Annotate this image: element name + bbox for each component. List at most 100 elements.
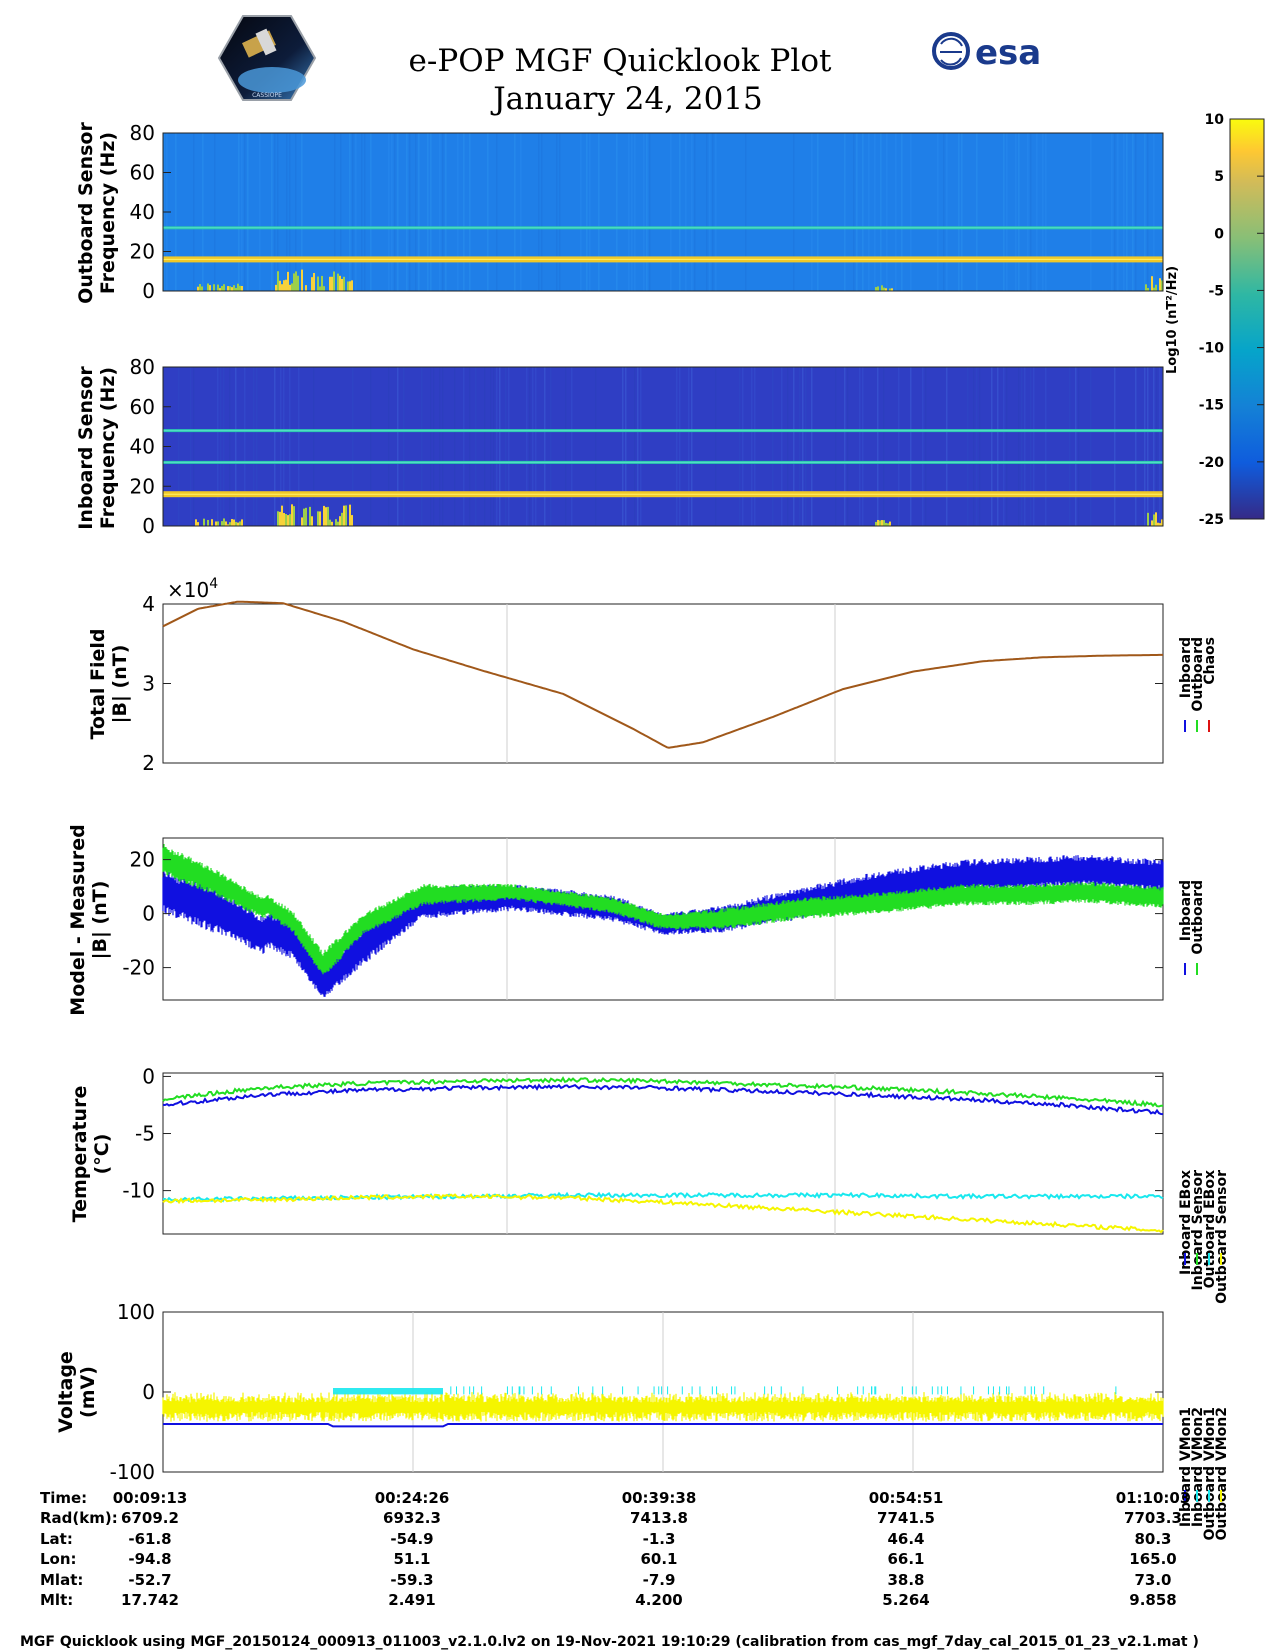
outboard-spectrogram-low-freq-burst xyxy=(889,288,891,291)
outboard-spectrogram-low-freq-burst xyxy=(329,276,331,291)
orbit-cell: 00:39:38 xyxy=(622,1489,697,1507)
outboard-spectrogram-texture-stripe xyxy=(469,133,471,291)
inboard-spectrogram-low-freq-burst xyxy=(277,511,279,526)
outboard-spectrogram-texture-stripe xyxy=(364,133,366,291)
inboard-spectrogram-texture-stripe xyxy=(637,367,639,526)
outboard-spectrogram-texture-stripe xyxy=(439,133,441,291)
inboard-spectrogram-ytick-label: 0 xyxy=(142,514,155,538)
inboard-spectrogram-low-freq-burst xyxy=(309,506,311,526)
inboard-spectrogram-low-freq-burst xyxy=(345,505,347,526)
esa-logo: esa xyxy=(932,32,1041,73)
inboard-spectrogram-low-freq-burst xyxy=(281,505,283,526)
inboard-spectrogram-texture-stripe xyxy=(193,367,195,526)
outboard-spectrogram-texture-stripe xyxy=(649,133,651,291)
outboard-spectrogram-low-freq-burst xyxy=(337,273,339,291)
inboard-spectrogram-texture-stripe xyxy=(508,367,510,526)
inboard-spectrogram-texture-stripe xyxy=(475,367,477,526)
orbit-cell: 4.200 xyxy=(635,1591,682,1609)
colorbar-label: Log10 (nT²/Hz) xyxy=(1165,266,1180,374)
inboard-spectrogram-texture-stripe xyxy=(625,367,627,526)
inboard-spectrogram-low-freq-burst xyxy=(327,506,329,526)
outboard-spectrogram-low-freq-burst xyxy=(219,288,221,291)
inboard-spectrogram-texture-stripe xyxy=(835,367,837,526)
outboard-spectrogram-texture-stripe xyxy=(394,133,396,291)
inboard-spectrogram-ytick-label: 20 xyxy=(130,474,155,498)
outboard-spectrogram-texture-stripe xyxy=(352,133,354,291)
outboard-spectrogram-texture-stripe xyxy=(694,133,696,291)
outboard-spectrogram-texture-stripe xyxy=(1006,133,1008,291)
voltage-trace-outboard-vmon xyxy=(162,1392,1164,1422)
inboard-spectrogram-low-freq-burst xyxy=(1159,523,1161,526)
outboard-spectrogram-texture-stripe xyxy=(1111,133,1113,291)
colorbar-tick-label: -5 xyxy=(1208,283,1224,299)
inboard-spectrogram-texture-stripe xyxy=(679,367,681,526)
outboard-spectrogram-texture-stripe xyxy=(301,133,303,291)
outboard-spectrogram-low-freq-burst xyxy=(297,275,299,291)
inboard-spectrogram-texture-stripe xyxy=(571,367,573,526)
inboard-spectrogram-texture-stripe xyxy=(229,367,231,526)
outboard-spectrogram-low-freq-burst xyxy=(313,273,315,291)
outboard-spectrogram-low-freq-burst xyxy=(231,287,233,291)
outboard-spectrogram-texture-stripe xyxy=(202,133,204,291)
temperature-panel: 0 -5 -10 Temperature (°C) Inboard EBoxInbo… xyxy=(69,1064,1230,1303)
outboard-spectrogram-texture-stripe xyxy=(514,133,516,291)
inboard-spectrogram-texture-stripe xyxy=(430,367,432,526)
colorbar: 10 5 0 -5 -10 -15 -20 -25 Log10 (nT²/Hz) xyxy=(1165,112,1265,528)
inboard-spectrogram-low-freq-burst xyxy=(283,513,285,526)
total-field-ytick-label: 2 xyxy=(142,751,155,775)
inboard-spectrogram-texture-stripe xyxy=(388,367,390,526)
orbit-row-label: Lon: xyxy=(40,1550,77,1568)
outboard-spectrogram-low-freq-burst xyxy=(319,286,321,291)
outboard-spectrogram-texture-stripe xyxy=(943,133,945,291)
outboard-spectrogram-texture-stripe xyxy=(685,133,687,291)
outboard-spectrogram-low-freq-burst xyxy=(305,285,307,291)
outboard-spectrogram-texture-stripe xyxy=(811,133,813,291)
outboard-spectrogram-low-freq-burst xyxy=(1159,278,1161,291)
outboard-spectrogram-low-freq-burst xyxy=(233,285,235,291)
orbit-cell: 165.0 xyxy=(1129,1550,1176,1568)
outboard-spectrogram-texture-stripe xyxy=(910,133,912,291)
inboard-spectrogram-low-freq-burst xyxy=(279,511,281,526)
inboard-spectrogram-texture-stripe xyxy=(805,367,807,526)
voltage-ylabel-1: Voltage xyxy=(55,1351,77,1433)
inboard-spectrogram-texture-stripe xyxy=(1114,367,1116,526)
outboard-spectrogram-texture-stripe xyxy=(1126,133,1128,291)
outboard-spectrogram-texture-stripe xyxy=(853,133,855,291)
voltage-ylabel-2: (mV) xyxy=(77,1366,99,1418)
temperature-trace-inboard-sensor xyxy=(162,1083,1164,1116)
outboard-spectrogram-texture-stripe xyxy=(1015,133,1017,291)
outboard-spectrogram-texture-stripe xyxy=(598,133,600,291)
inboard-spectrogram-texture-stripe xyxy=(178,367,180,526)
outboard-spectrogram-texture-stripe xyxy=(937,133,939,291)
orbit-row-label: Lat: xyxy=(40,1530,73,1548)
outboard-spectrogram-texture-stripe xyxy=(520,133,522,291)
inboard-spectrogram-texture-stripe xyxy=(925,367,927,526)
orbit-cell: 66.1 xyxy=(887,1550,924,1568)
outboard-spectrogram-ytick-label: 40 xyxy=(130,200,155,224)
outboard-spectrogram-low-freq-burst xyxy=(891,288,893,291)
inboard-spectrogram-texture-stripe xyxy=(529,367,531,526)
model-measured-panel: 20 0 -20 Model - Measured |B| (nT) Inboard… xyxy=(67,824,1206,1015)
inboard-spectrogram-texture-stripe xyxy=(220,367,222,526)
inboard-spectrogram-low-freq-burst xyxy=(303,508,305,526)
inboard-spectrogram-texture-stripe xyxy=(877,367,879,526)
outboard-spectrogram-texture-stripe xyxy=(361,133,363,291)
inboard-spectrogram-texture-stripe xyxy=(223,367,225,526)
outboard-spectrogram-texture-stripe xyxy=(430,133,432,291)
outboard-spectrogram-low-freq-burst xyxy=(235,287,237,291)
outboard-spectrogram-low-freq-burst xyxy=(331,276,333,291)
outboard-spectrogram-texture-stripe xyxy=(1030,133,1032,291)
outboard-spectrogram-texture-stripe xyxy=(844,133,846,291)
colorbar-tick-label: -15 xyxy=(1199,398,1224,414)
mission-logo: CASSIOPE xyxy=(217,15,317,101)
inboard-spectrogram-texture-stripe xyxy=(469,367,471,526)
inboard-spectrogram-low-freq-burst xyxy=(1153,514,1155,526)
outboard-spectrogram-texture-stripe xyxy=(214,133,216,291)
orbit-cell: -1.3 xyxy=(643,1530,676,1548)
outboard-spectrogram-low-freq-burst xyxy=(351,280,353,291)
orbit-cell: -7.9 xyxy=(643,1571,676,1589)
outboard-spectrogram-low-freq-burst xyxy=(339,275,341,291)
outboard-spectrogram-texture-stripe xyxy=(175,133,177,291)
inboard-spectrogram-low-freq-burst xyxy=(879,520,881,526)
